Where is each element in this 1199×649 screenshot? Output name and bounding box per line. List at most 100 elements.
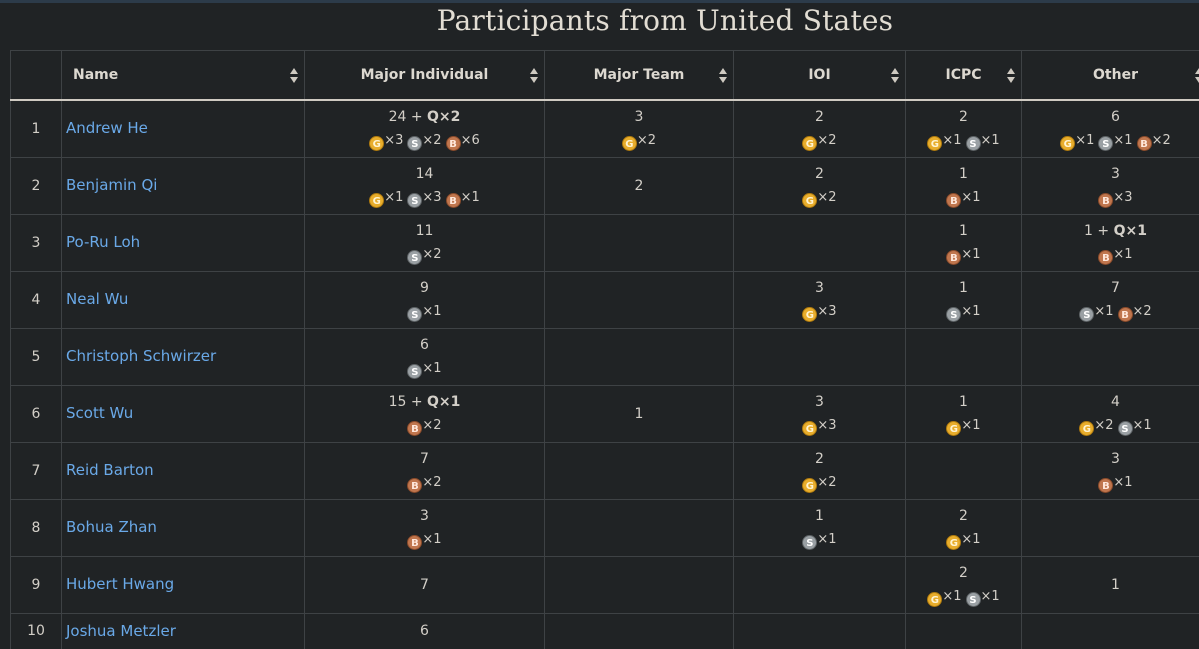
total-value: 7 — [305, 448, 544, 471]
sort-icon[interactable] — [1195, 68, 1199, 84]
medal-list: S ×1 — [906, 300, 1021, 323]
header-label: Other — [1093, 67, 1138, 83]
participant-link[interactable]: Reid Barton — [66, 461, 154, 479]
total-value: 3 — [545, 106, 733, 129]
header-name[interactable]: Name — [61, 50, 305, 101]
qualification-count: Q×2 — [427, 109, 461, 125]
medal-count-value: ×2 — [1151, 133, 1171, 148]
medal-list: B ×1 — [906, 186, 1021, 209]
header-ioi[interactable]: IOI — [733, 50, 906, 101]
medal-count-value: ×3 — [817, 418, 837, 433]
total-value: 11 — [305, 220, 544, 243]
ioi-cell — [733, 214, 906, 272]
icpc-cell — [905, 328, 1022, 386]
total-value: 1 — [906, 163, 1021, 186]
table-body: 1 Andrew He 24 + Q×2 G ×3 S ×2 B ×6 3 G ×2 2 G ×2 2 G ×1 S… — [10, 99, 1199, 649]
total-number: 3 — [815, 280, 824, 296]
total-value: 15 + Q×1 — [305, 391, 544, 414]
participant-link[interactable]: Joshua Metzler — [66, 622, 176, 640]
participant-link[interactable]: Bohua Zhan — [66, 518, 157, 536]
name-cell: Po-Ru Loh — [61, 214, 305, 272]
total-value: 3 — [1022, 163, 1199, 186]
silver-medal-icon: S — [1079, 307, 1095, 322]
ioi-cell: 2 G ×2 — [733, 157, 906, 215]
icpc-cell: 1 G ×1 — [905, 385, 1022, 443]
table-row: 9 Hubert Hwang 7 2 G ×1 S ×1 1 — [10, 556, 1199, 614]
silver-medal-icon: S — [1098, 136, 1114, 151]
medal-count-value: ×2 — [817, 475, 837, 490]
other-cell: 6 G ×1 S ×1 B ×2 — [1021, 99, 1199, 158]
medal-list: B ×2 — [305, 471, 544, 494]
sort-icon[interactable] — [1007, 68, 1015, 84]
major-team-cell — [544, 556, 734, 614]
participant-link[interactable]: Neal Wu — [66, 290, 129, 308]
rank-cell: 7 — [10, 442, 62, 500]
total-number: 2 — [815, 451, 824, 467]
total-value: 9 — [305, 277, 544, 300]
total-value: 1 + Q×1 — [1022, 220, 1199, 243]
medal-count-value: ×1 — [1094, 304, 1114, 319]
header-label: Major Team — [593, 67, 685, 83]
silver-medal-icon: S — [407, 250, 423, 265]
medal-count: G ×2 — [802, 475, 837, 493]
other-cell — [1021, 328, 1199, 386]
participant-link[interactable]: Po-Ru Loh — [66, 233, 141, 251]
medal-count-value: ×1 — [422, 361, 442, 376]
total-number: 3 — [1111, 451, 1120, 467]
medal-count: B ×2 — [1136, 133, 1171, 151]
qualification-count: Q×1 — [1113, 223, 1147, 239]
participant-link[interactable]: Christoph Schwirzer — [66, 347, 217, 365]
total-value: 14 — [305, 163, 544, 186]
participant-link[interactable]: Scott Wu — [66, 404, 134, 422]
table-row: 6 Scott Wu 15 + Q×1 B ×2 1 3 G ×3 1 G ×1 4 G ×2 S ×1 — [10, 385, 1199, 443]
silver-medal-icon: S — [802, 535, 818, 550]
major-individual-cell: 15 + Q×1 B ×2 — [304, 385, 545, 443]
rank-cell: 1 — [10, 99, 62, 158]
header-icpc[interactable]: ICPC — [905, 50, 1022, 101]
medal-count-value: ×3 — [817, 304, 837, 319]
rank-cell: 3 — [10, 214, 62, 272]
medal-list: G ×2 — [734, 186, 905, 209]
other-cell: 4 G ×2 S ×1 — [1021, 385, 1199, 443]
total-value: 24 + Q×2 — [305, 106, 544, 129]
bronze-medal-icon: B — [1098, 478, 1114, 493]
participant-link[interactable]: Hubert Hwang — [66, 575, 175, 593]
medal-count-value: ×1 — [961, 304, 981, 319]
total-value: 2 — [734, 106, 905, 129]
silver-medal-icon: S — [946, 307, 962, 322]
medal-count: S ×1 — [1117, 418, 1152, 436]
header-major-team[interactable]: Major Team — [544, 50, 734, 101]
total-number: 2 — [815, 166, 824, 182]
header-other[interactable]: Other — [1021, 50, 1199, 101]
sort-icon[interactable] — [530, 68, 538, 84]
other-cell: 1 — [1021, 556, 1199, 614]
total-number: 1 — [959, 223, 968, 239]
total-number: 11 — [415, 223, 434, 239]
participant-link[interactable]: Benjamin Qi — [66, 176, 158, 194]
sort-icon[interactable] — [891, 68, 899, 84]
medal-count: S ×1 — [802, 532, 837, 550]
medal-count: G ×1 — [946, 532, 981, 550]
medal-count-value: ×1 — [1113, 133, 1133, 148]
medal-count: B ×1 — [1098, 247, 1133, 265]
medal-count-value: ×1 — [422, 532, 442, 547]
ioi-cell: 3 G ×3 — [733, 271, 906, 329]
participant-link[interactable]: Andrew He — [66, 119, 148, 137]
header-major-individual[interactable]: Major Individual — [304, 50, 545, 101]
medal-count-value: ×1 — [384, 190, 404, 205]
medal-list: B ×1 — [305, 528, 544, 551]
medal-list: G ×3 S ×2 B ×6 — [305, 129, 544, 152]
sort-icon[interactable] — [719, 68, 727, 84]
medal-count-value: ×2 — [636, 133, 657, 148]
rank-cell: 9 — [10, 556, 62, 614]
medal-count: S ×2 — [407, 133, 442, 151]
sort-icon[interactable] — [290, 68, 298, 84]
bronze-medal-icon: B — [1117, 307, 1133, 322]
total-number: 1 — [634, 405, 644, 422]
medal-list: G ×2 — [545, 129, 733, 152]
ioi-cell: 2 G ×2 — [733, 99, 906, 158]
ioi-cell — [733, 328, 906, 386]
total-number: 2 — [959, 565, 968, 581]
gold-medal-icon: G — [946, 535, 962, 550]
medal-count: G ×2 — [802, 190, 837, 208]
